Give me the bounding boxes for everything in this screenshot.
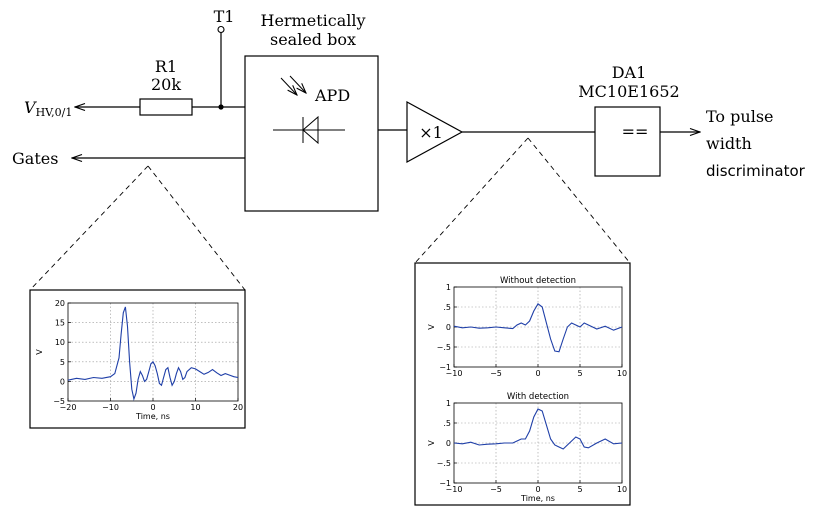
x-tick-label: −5	[490, 369, 502, 378]
gates-label: Gates	[12, 149, 58, 168]
comparator-da1	[594, 106, 661, 177]
series-line	[67, 306, 239, 401]
x-tick-label: −5	[490, 485, 502, 494]
y-axis-label: V	[427, 440, 436, 446]
zoom-line-gates-left	[29, 165, 149, 291]
output-label-line1: To pulse	[706, 107, 774, 126]
output-label-line3: discriminator	[706, 162, 806, 180]
t1-label: T1	[214, 7, 235, 26]
y-axis-label: V	[427, 324, 436, 330]
x-tick-label: 5	[577, 369, 582, 378]
y-axis-label: V	[35, 349, 44, 355]
chart-title: With detection	[507, 392, 569, 402]
chart-without-detection: −10 −5 0 5 10 −1 −.5 0 .5 1 Without detection V	[427, 276, 627, 378]
y-tick-label: 0	[60, 377, 65, 386]
test-point-t1	[217, 25, 225, 34]
series-line	[453, 408, 623, 450]
box-title-line2: sealed box	[270, 30, 356, 49]
y-tick-label: .5	[443, 303, 451, 312]
x-tick-label: 10	[190, 403, 200, 412]
y-tick-label: −5	[53, 397, 65, 406]
zoom-line-gates-right	[147, 165, 246, 291]
sealed-box	[244, 55, 379, 212]
apd-label: APD	[314, 86, 350, 105]
inset-amp-frame	[414, 262, 631, 506]
y-tick-label: 0	[446, 323, 451, 332]
zoom-line-amp-left	[414, 137, 529, 264]
y-tick-label: −1	[439, 479, 451, 488]
chart-gates-pulse: −20 −10 0 10 20 −5 0 5 10 15 20 Time, ns V	[35, 299, 243, 421]
r1-name-label: R1	[155, 57, 177, 76]
y-tick-label: −.5	[437, 343, 451, 352]
x-axis-label: Time, ns	[520, 494, 555, 503]
output-label-line2: width	[706, 134, 752, 153]
chart-title: Without detection	[500, 276, 576, 286]
series-line	[453, 302, 623, 353]
apd-diode-icon	[273, 75, 345, 145]
amplifier-triangle	[406, 100, 464, 164]
x-tick-label: 0	[535, 369, 540, 378]
y-tick-label: 1	[446, 399, 451, 408]
vhv-subscript: HV,0/1	[36, 106, 73, 119]
x-tick-label: −10	[446, 485, 463, 494]
y-tick-label: 15	[55, 319, 65, 328]
comparator-symbol: ==	[622, 122, 649, 141]
resistor-r1	[139, 98, 193, 116]
y-tick-label: 1	[446, 283, 451, 292]
x-tick-label: −10	[102, 403, 119, 412]
y-tick-label: .5	[443, 419, 451, 428]
da1-name-label: DA1	[612, 63, 647, 82]
x-tick-label: −20	[60, 403, 77, 412]
vhv-main: V	[24, 98, 37, 117]
y-tick-label: −1	[439, 363, 451, 372]
x-tick-label: −10	[446, 369, 463, 378]
x-tick-label: 5	[577, 485, 582, 494]
y-tick-label: 5	[60, 358, 65, 367]
x-axis-label: Time, ns	[135, 412, 170, 421]
y-tick-label: 0	[446, 439, 451, 448]
vhv-label: VHV,0/1	[24, 98, 72, 119]
chart-with-detection: −10 −5 0 5 10 −1 −.5 0 .5 1 With detection Time, ns…	[427, 392, 627, 503]
zoom-line-amp-right	[527, 137, 631, 264]
x-tick-label: 10	[617, 369, 627, 378]
y-tick-label: −.5	[437, 459, 451, 468]
box-title-line1: Hermetically	[260, 11, 365, 30]
da1-part-label: MC10E1652	[578, 82, 679, 101]
inset-gates-frame	[29, 289, 246, 429]
x-tick-label: 0	[535, 485, 540, 494]
x-tick-label: 10	[617, 485, 627, 494]
r1-value-label: 20k	[151, 75, 181, 94]
x-tick-label: 0	[150, 403, 155, 412]
x-tick-label: 20	[233, 403, 243, 412]
y-tick-label: 20	[55, 299, 65, 308]
amp-gain-label: ×1	[419, 123, 443, 142]
y-tick-label: 10	[55, 338, 65, 347]
